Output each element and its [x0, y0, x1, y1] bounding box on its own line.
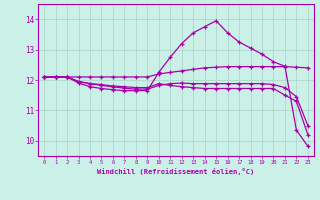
X-axis label: Windchill (Refroidissement éolien,°C): Windchill (Refroidissement éolien,°C) — [97, 168, 255, 175]
